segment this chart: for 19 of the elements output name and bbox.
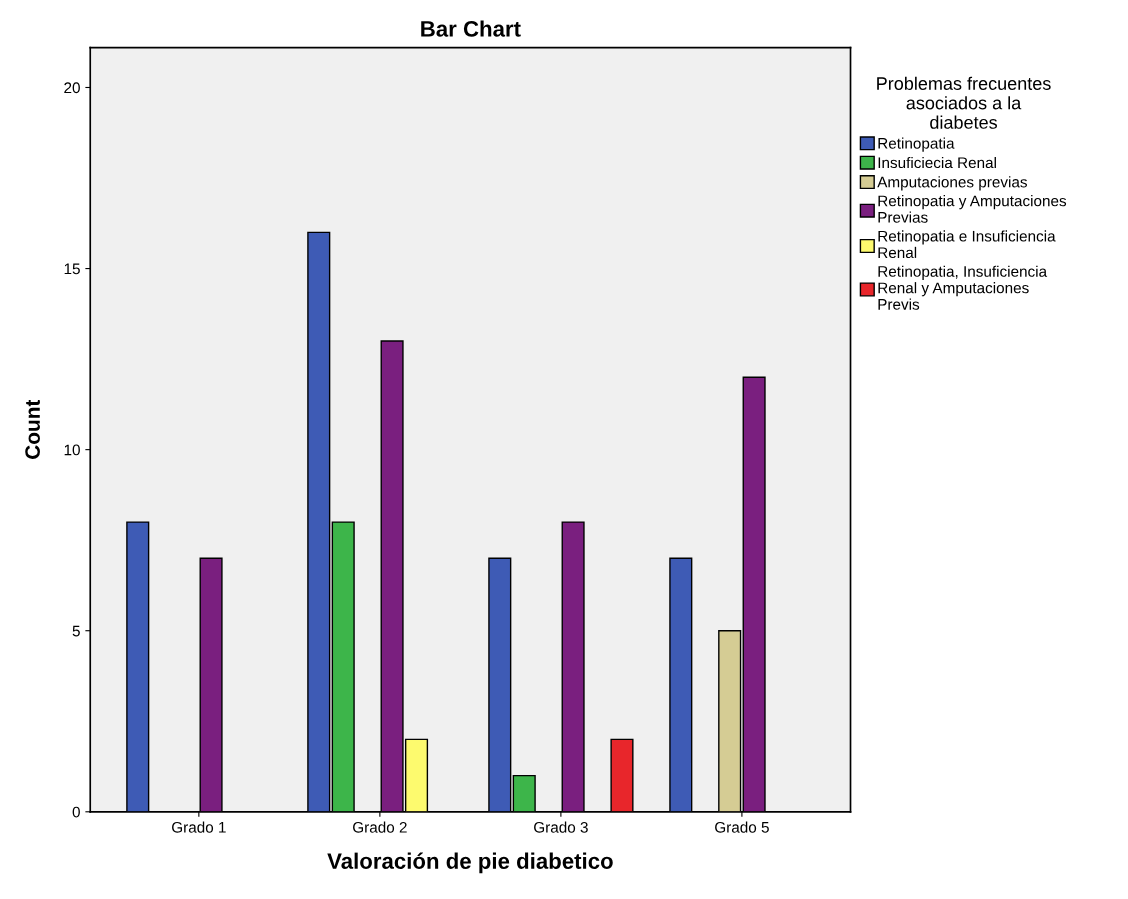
- y-tick-label: 0: [72, 806, 80, 818]
- x-axis-title: Valoración de pie diabetico: [327, 852, 613, 874]
- chart-title: Bar Chart: [421, 20, 521, 37]
- legend-label: Amputaciones previas: [877, 176, 1027, 191]
- x-tick-label: Grado 5: [715, 821, 769, 833]
- legend-label: Retinopatia: [878, 137, 955, 152]
- legend-label: Retinopatia, Insuficiencia Renal y Amputaciones Previs: [878, 265, 1048, 310]
- y-tick-label: 10: [64, 444, 80, 456]
- y-tick-label: 20: [64, 82, 80, 94]
- y-tick-label: 5: [72, 625, 80, 637]
- legend-label: Retinopatia e Insuficiencia Renal: [878, 230, 1056, 259]
- y-tick-label: 15: [64, 263, 80, 275]
- y-axis-title: Count: [25, 399, 40, 459]
- x-tick-label: Grado 2: [353, 821, 407, 833]
- legend-label: Retinopatia y Amputaciones Previas: [878, 195, 1067, 223]
- legend-label: Insuficiecia Renal: [878, 156, 996, 169]
- legend-title: Problemas frecuentes asociados a la diabetes: [877, 76, 1051, 129]
- x-tick-label: Grado 1: [172, 821, 226, 833]
- x-tick-label: Grado 3: [534, 821, 588, 833]
